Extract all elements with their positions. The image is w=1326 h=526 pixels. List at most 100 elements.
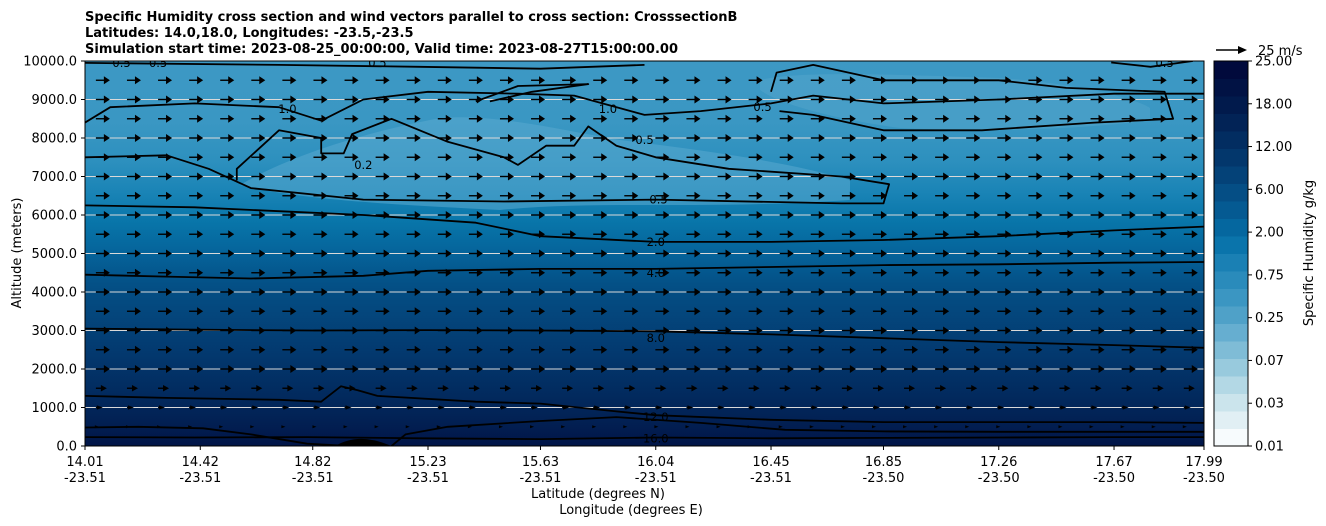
wind-vector-head	[561, 425, 566, 429]
wind-vector-head	[197, 307, 204, 316]
wind-vector-head	[1129, 230, 1136, 239]
wind-vector-head	[570, 249, 577, 258]
wind-vector-head	[507, 172, 514, 181]
wind-vector-head	[383, 307, 390, 316]
wind-vector-head	[694, 288, 701, 296]
wind-vector-head	[943, 268, 950, 277]
wind-vector-head	[694, 172, 701, 181]
wind-vector-head	[290, 268, 297, 277]
wind-vector-head	[685, 425, 690, 429]
wind-vector-head	[840, 425, 845, 429]
wind-vector-head	[818, 268, 825, 277]
quiver-key-label: 25 m/s	[1258, 44, 1303, 59]
wind-vector-head	[290, 230, 297, 239]
wind-vector-head	[694, 230, 701, 239]
wind-vector-head	[632, 114, 639, 123]
contour-labels: 0.2 0.5 0.5 0.5 0.5 0.5 0.5 0.5 1.0 1.0 2.0 4.0 8.0 1…	[112, 61, 1173, 445]
wind-vector-head	[252, 405, 259, 410]
wind-vector-head	[1036, 365, 1043, 373]
wind-vector-head	[352, 288, 359, 296]
wind-vector-head	[632, 345, 639, 354]
wind-vector-head	[1191, 76, 1198, 85]
wind-vector-head	[259, 249, 266, 258]
wind-vector-head	[849, 326, 856, 335]
wind-vector-head	[849, 191, 856, 200]
wind-vector-head	[601, 307, 608, 316]
wind-vector-head	[318, 384, 325, 392]
wind-vector-head	[228, 76, 235, 85]
wind-vector-head	[756, 211, 763, 219]
wind-vector-head	[374, 425, 379, 429]
wind-vector-head	[787, 365, 794, 373]
wind-vector-head	[1095, 384, 1102, 392]
colorbar-segment	[1214, 306, 1248, 324]
wind-vector-head	[974, 307, 981, 316]
wind-vector-head	[290, 95, 297, 104]
contour-label: 12.0	[643, 410, 669, 424]
wind-vector-head	[1005, 326, 1012, 335]
contour-line	[390, 416, 1204, 446]
wind-vector-head	[787, 249, 794, 258]
y-tick-label: 6000.0	[32, 209, 78, 224]
wind-vector-head	[290, 134, 297, 142]
wind-vector-head	[687, 405, 694, 410]
wind-vector-head	[539, 211, 546, 219]
wind-vector-head	[725, 268, 732, 277]
wind-vector-head	[912, 134, 919, 142]
wind-vector-head	[134, 95, 141, 104]
wind-vector-head	[1188, 384, 1195, 392]
wind-vector-head	[1091, 405, 1098, 410]
wind-vector-head	[345, 405, 352, 410]
wind-vector-head	[974, 268, 981, 277]
wind-vector-head	[1129, 326, 1136, 335]
contour-label: 1.0	[278, 102, 296, 116]
colorbar-tick-label: 0.75	[1255, 268, 1284, 283]
wind-vector-head	[134, 288, 141, 296]
wind-vector-head	[290, 288, 297, 296]
wind-vector-head	[974, 191, 981, 200]
wind-vector-head	[818, 365, 825, 373]
wind-vector-head	[718, 405, 725, 410]
wind-vector-head	[530, 425, 535, 429]
wind-vector-head	[943, 345, 950, 354]
x-tick-label-lat: 14.01	[66, 455, 103, 470]
wind-vector-head	[445, 288, 452, 296]
wind-vector-head	[445, 211, 452, 219]
wind-vector-head	[663, 230, 670, 239]
wind-vector-head	[166, 172, 173, 181]
wind-vector-head	[784, 384, 791, 392]
wind-vector-head	[159, 405, 166, 410]
colorbar-segment	[1214, 236, 1248, 254]
wind-vector-head	[694, 268, 701, 277]
wind-vector-head	[1067, 172, 1074, 181]
x-tick-label-lat: 14.82	[294, 455, 331, 470]
wind-vector-head	[1067, 326, 1074, 335]
x-tick-label-lat: 17.99	[1185, 455, 1222, 470]
wind-vector-head	[818, 345, 825, 354]
wind-vector-head	[131, 384, 138, 392]
wind-vector-head	[445, 134, 452, 142]
wind-vector-head	[321, 249, 328, 258]
wind-vector-head	[166, 134, 173, 142]
wind-vector-head	[507, 211, 514, 219]
wind-vector-head	[290, 172, 297, 181]
wind-vector-head	[1157, 384, 1164, 392]
wind-vector-head	[1160, 134, 1167, 142]
wind-vector-head	[849, 134, 856, 142]
colorbar-segment	[1214, 376, 1248, 394]
wind-vector-head	[197, 288, 204, 296]
wind-vector-head	[787, 345, 794, 354]
wind-vector-head	[1160, 268, 1167, 277]
colorbar-segment	[1214, 96, 1248, 114]
wind-vector-head	[321, 134, 328, 142]
wind-vector-head	[818, 288, 825, 296]
wind-vector-head	[1067, 114, 1074, 123]
wind-vector-head	[1160, 230, 1167, 239]
wind-vector-head	[903, 425, 908, 429]
wind-vector-head	[632, 134, 639, 142]
wind-vector-head	[1126, 384, 1133, 392]
wind-vector-head	[197, 172, 204, 181]
wind-vector-head	[445, 345, 452, 354]
wind-vector-head	[663, 114, 670, 123]
wind-vector-head	[1098, 288, 1105, 296]
